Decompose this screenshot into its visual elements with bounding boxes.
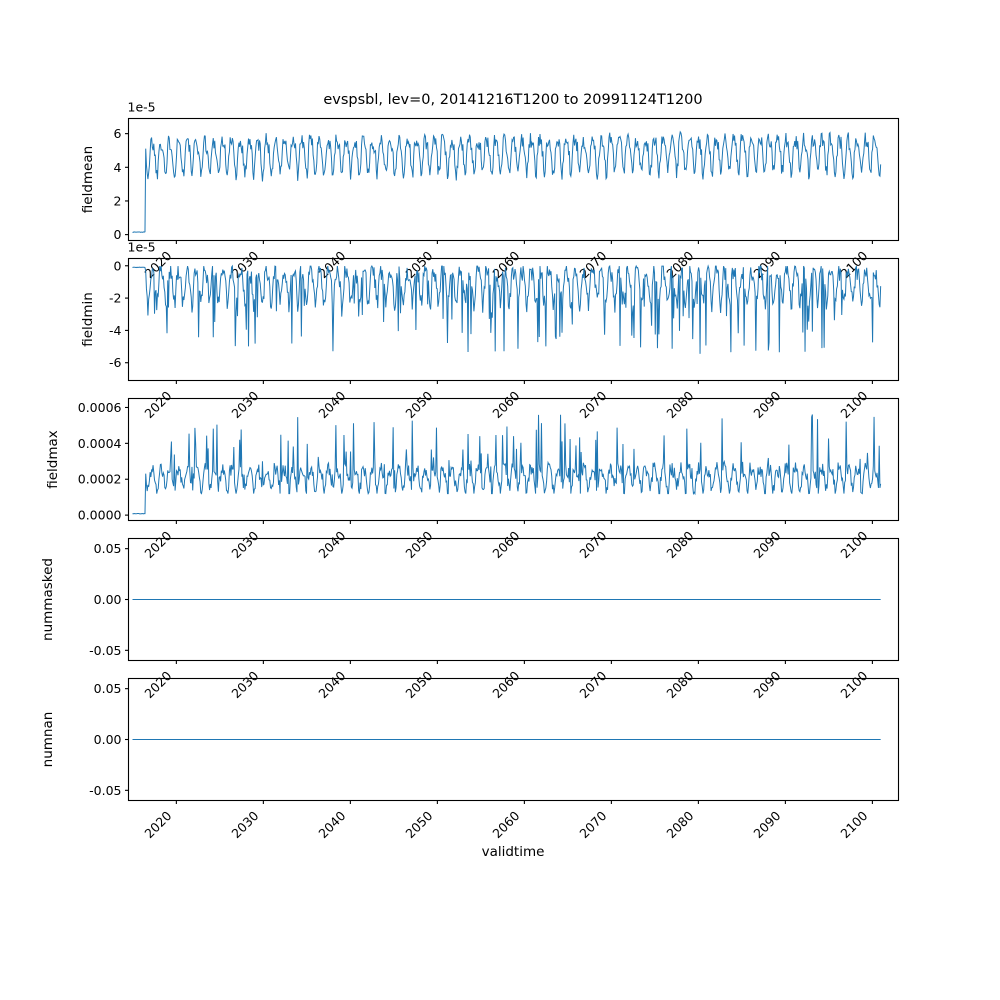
y-tick-label: 0.00: [94, 732, 122, 747]
y-tick-label: 0.05: [94, 681, 122, 696]
y-tick-label: 0: [114, 258, 122, 273]
y-tick-label: 0.0006: [78, 400, 122, 415]
y-tick-label: 0.0002: [78, 472, 122, 487]
y-axis-label-fieldmin: fieldmin: [80, 292, 96, 347]
series-line-fieldmax: [132, 414, 882, 515]
y-axis-label-numnan: numnan: [40, 712, 56, 768]
y-tick-label: 6: [114, 126, 122, 141]
y-tick-label: 0: [114, 227, 122, 242]
y-tick-label: 0.05: [94, 541, 122, 556]
y-tick-label: 0.00: [94, 592, 122, 607]
y-axis-label-nummasked: nummasked: [40, 558, 56, 641]
y-tick-label: 0.0004: [78, 436, 122, 451]
y-axis-label-fieldmean: fieldmean: [80, 146, 96, 213]
y-tick-label: 2: [114, 193, 122, 208]
y-tick-label: -0.05: [89, 643, 121, 658]
panel-frame-fieldmin: [127, 257, 900, 382]
y-tick-label: 0.0000: [78, 508, 122, 523]
series-line-fieldmin: [132, 264, 882, 354]
x-axis-label: validtime: [482, 844, 545, 860]
y-axis-label-fieldmax: fieldmax: [45, 430, 61, 489]
y-axis-offset-text-fieldmin: 1e-5: [128, 240, 156, 255]
panel-frame-fieldmean: [127, 117, 900, 242]
panel-frame-fieldmax: [127, 397, 900, 522]
y-tick-label: -0.05: [89, 783, 121, 798]
figure-title: evspsbl, lev=0, 20141216T1200 to 2099112…: [323, 92, 702, 108]
y-tick-label: -6: [109, 355, 122, 370]
y-axis-offset-text-fieldmean: 1e-5: [128, 100, 156, 115]
y-tick-label: -4: [109, 323, 122, 338]
y-tick-label: 4: [114, 160, 122, 175]
y-tick-label: -2: [109, 291, 121, 306]
series-line-fieldmean: [132, 130, 882, 233]
